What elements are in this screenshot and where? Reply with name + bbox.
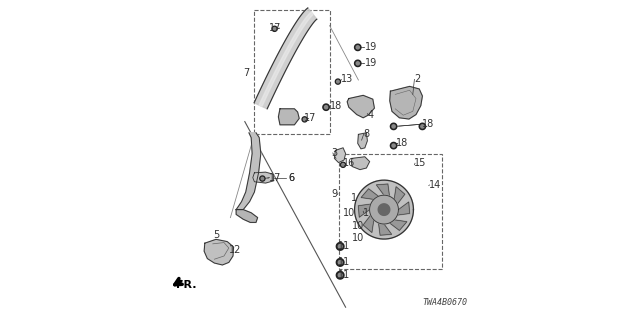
Polygon shape — [323, 104, 329, 110]
Text: 19: 19 — [365, 58, 377, 68]
Text: 11: 11 — [339, 241, 351, 251]
Polygon shape — [337, 271, 344, 279]
Polygon shape — [376, 184, 390, 196]
Polygon shape — [390, 123, 397, 130]
Text: 11: 11 — [339, 269, 351, 280]
Polygon shape — [334, 148, 346, 163]
Polygon shape — [340, 162, 346, 167]
Polygon shape — [337, 80, 339, 83]
Text: 2: 2 — [414, 74, 420, 84]
Text: 10: 10 — [343, 208, 355, 218]
Bar — [339, 154, 442, 269]
Bar — [254, 10, 330, 134]
Polygon shape — [272, 26, 277, 31]
Polygon shape — [278, 109, 300, 125]
Text: 8: 8 — [364, 129, 369, 139]
Text: 1: 1 — [351, 193, 358, 203]
Text: 19: 19 — [365, 42, 377, 52]
Text: 1: 1 — [363, 208, 369, 218]
Polygon shape — [302, 117, 307, 122]
Text: 7: 7 — [243, 68, 249, 78]
Text: 10: 10 — [352, 233, 364, 244]
Text: 3: 3 — [332, 148, 337, 158]
Text: 18: 18 — [396, 138, 408, 148]
Polygon shape — [390, 142, 397, 149]
Polygon shape — [390, 220, 407, 230]
Polygon shape — [378, 204, 390, 215]
Text: 13: 13 — [340, 74, 353, 84]
Polygon shape — [260, 176, 265, 181]
Polygon shape — [355, 180, 413, 239]
Polygon shape — [337, 243, 344, 250]
Text: 16: 16 — [343, 158, 355, 168]
Polygon shape — [355, 60, 361, 67]
Text: 10: 10 — [352, 220, 364, 231]
Polygon shape — [421, 125, 424, 128]
Polygon shape — [392, 125, 396, 128]
Polygon shape — [351, 157, 370, 170]
Polygon shape — [273, 28, 276, 30]
Text: 5: 5 — [212, 230, 219, 240]
Polygon shape — [361, 189, 378, 199]
Text: 17: 17 — [304, 113, 316, 124]
Polygon shape — [397, 202, 410, 215]
Text: 4: 4 — [368, 109, 374, 120]
Polygon shape — [236, 133, 261, 210]
Text: TWA4B0670: TWA4B0670 — [422, 298, 467, 307]
Polygon shape — [236, 210, 258, 222]
Text: FR.: FR. — [176, 280, 196, 291]
Text: 15: 15 — [414, 158, 426, 168]
Text: 17: 17 — [269, 23, 281, 33]
Polygon shape — [342, 164, 344, 166]
Polygon shape — [339, 273, 342, 277]
Polygon shape — [339, 260, 342, 264]
Polygon shape — [358, 204, 371, 217]
Text: 14: 14 — [429, 180, 441, 190]
Polygon shape — [355, 44, 361, 51]
Polygon shape — [254, 8, 317, 109]
Polygon shape — [335, 79, 340, 84]
Polygon shape — [358, 133, 367, 149]
Polygon shape — [363, 215, 374, 233]
Polygon shape — [253, 172, 274, 183]
Polygon shape — [392, 144, 396, 147]
Polygon shape — [370, 195, 398, 224]
Polygon shape — [419, 123, 426, 130]
Polygon shape — [339, 244, 342, 248]
Text: 11: 11 — [339, 257, 351, 267]
Text: 17: 17 — [269, 172, 281, 183]
Polygon shape — [347, 95, 374, 118]
Text: 9: 9 — [332, 188, 338, 199]
Text: 6: 6 — [288, 172, 294, 183]
Text: 6: 6 — [288, 172, 294, 183]
Text: 12: 12 — [229, 244, 241, 255]
Polygon shape — [261, 177, 264, 180]
Polygon shape — [394, 187, 405, 204]
Polygon shape — [378, 223, 392, 235]
Polygon shape — [356, 62, 360, 65]
Polygon shape — [324, 106, 328, 109]
Text: 18: 18 — [422, 119, 434, 129]
Text: 18: 18 — [330, 100, 342, 111]
Polygon shape — [204, 239, 234, 265]
Polygon shape — [259, 12, 313, 106]
Polygon shape — [337, 259, 344, 266]
Polygon shape — [303, 118, 306, 121]
Polygon shape — [356, 46, 360, 49]
Polygon shape — [390, 86, 422, 119]
